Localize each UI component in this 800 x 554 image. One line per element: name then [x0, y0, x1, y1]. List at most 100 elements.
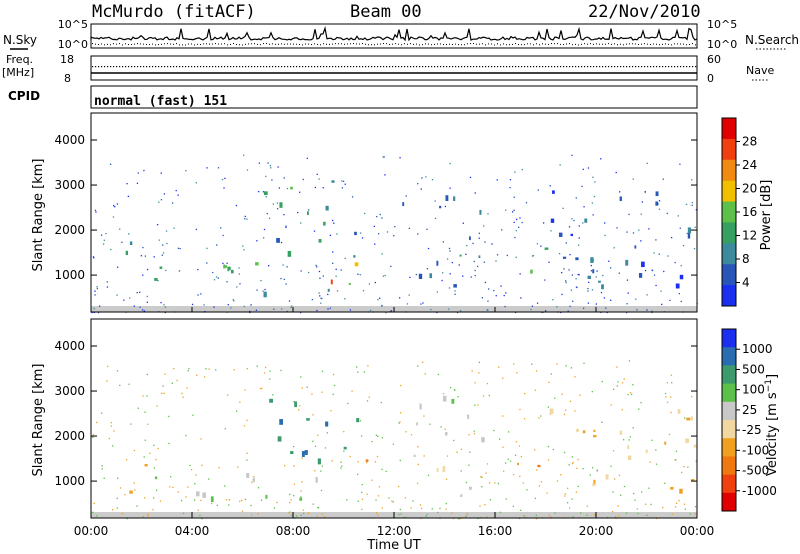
colorbar-swatch — [722, 138, 736, 161]
noise-search-point — [512, 43, 513, 45]
scatter-point — [177, 491, 179, 493]
scatter-point — [437, 373, 440, 376]
nave-point — [275, 66, 277, 68]
scatter-point — [502, 470, 505, 472]
scatter-point — [374, 461, 377, 463]
scatter-point — [375, 434, 378, 436]
scatter-point — [417, 446, 419, 448]
scatter-point — [616, 366, 618, 368]
scatter-point — [419, 504, 422, 506]
scatter-point — [671, 513, 673, 515]
nave-point — [476, 66, 478, 68]
scatter-point — [572, 516, 574, 518]
scatter-point — [614, 478, 616, 480]
scatter-point — [260, 279, 262, 282]
scatter-point — [101, 468, 103, 470]
scatter-point — [321, 391, 323, 393]
scatter-point — [250, 304, 252, 306]
noise-search-point — [671, 44, 672, 46]
nave-point — [614, 66, 616, 68]
scatter-point — [398, 422, 400, 424]
scatter-point — [565, 280, 567, 282]
scatter-point — [548, 261, 550, 263]
scatter-point — [497, 482, 500, 485]
scatter-point — [623, 485, 626, 488]
echo-cell — [299, 497, 303, 501]
scatter-point — [586, 514, 588, 516]
scatter-point — [208, 478, 210, 480]
scatter-point — [186, 387, 188, 389]
scatter-point — [592, 176, 594, 178]
scatter-point — [336, 233, 338, 235]
scatter-point — [570, 289, 572, 291]
scatter-point — [431, 508, 433, 510]
scatter-point — [179, 247, 181, 250]
scatter-point — [330, 410, 332, 412]
scatter-point — [655, 239, 657, 241]
scatter-point — [182, 512, 185, 514]
echo-cell — [479, 209, 482, 215]
scatter-point — [473, 260, 475, 263]
scatter-point — [457, 395, 459, 398]
nave-point — [419, 66, 421, 68]
echo-cell — [549, 408, 554, 414]
scatter-point — [368, 283, 371, 285]
scatter-point — [564, 495, 566, 497]
scatter-point — [573, 219, 575, 222]
scatter-point — [101, 412, 103, 414]
scatter-point — [241, 499, 243, 502]
scatter-point — [621, 409, 623, 411]
scatter-point — [687, 466, 689, 468]
scatter-point — [694, 226, 696, 228]
scatter-point — [691, 395, 693, 398]
scatter-point — [376, 215, 378, 218]
scatter-point — [307, 512, 310, 514]
scatter-point — [519, 273, 521, 275]
echo-cell — [467, 414, 470, 419]
noise-search-point — [509, 44, 510, 46]
noise-search-point — [638, 43, 639, 45]
noise-search-point — [515, 43, 516, 45]
nave-point — [386, 66, 388, 68]
scatter-point — [550, 516, 552, 518]
scatter-point — [196, 374, 198, 376]
nave-point — [449, 66, 451, 68]
nave-point — [194, 66, 196, 68]
scatter-point — [121, 512, 123, 515]
scatter-point — [300, 270, 302, 272]
nave-point — [557, 66, 559, 68]
scatter-point — [289, 501, 291, 504]
echo-cell — [442, 465, 446, 472]
noise-search-point — [335, 43, 336, 45]
nave-point — [104, 66, 106, 68]
scatter-point — [139, 291, 141, 293]
echo-cell — [223, 265, 226, 269]
nave-point — [320, 66, 322, 68]
scatter-point — [226, 262, 228, 264]
scatter-point — [147, 423, 149, 425]
scatter-point — [318, 178, 320, 180]
noise-search-point — [431, 44, 432, 46]
noise-search-point — [92, 43, 93, 45]
scatter-point — [381, 304, 383, 307]
scatter-point — [512, 211, 514, 213]
nave-point — [686, 66, 688, 68]
scatter-point — [283, 177, 285, 179]
scatter-point — [312, 414, 314, 416]
noise-search-point — [380, 43, 381, 45]
scatter-point — [498, 366, 500, 368]
nave-point — [398, 66, 400, 68]
scatter-point — [312, 503, 314, 505]
nave-point — [305, 66, 307, 68]
noise-search-point — [407, 43, 408, 45]
scatter-point — [290, 499, 292, 501]
scatter-point — [617, 381, 619, 383]
scatter-point — [140, 255, 143, 257]
scatter-point — [163, 304, 165, 306]
scatter-point — [269, 370, 271, 372]
scatter-point — [344, 298, 346, 300]
noise-search-point — [179, 44, 180, 46]
echo-cell — [315, 477, 318, 483]
scatter-point — [308, 209, 310, 211]
echo-cell — [670, 486, 674, 490]
